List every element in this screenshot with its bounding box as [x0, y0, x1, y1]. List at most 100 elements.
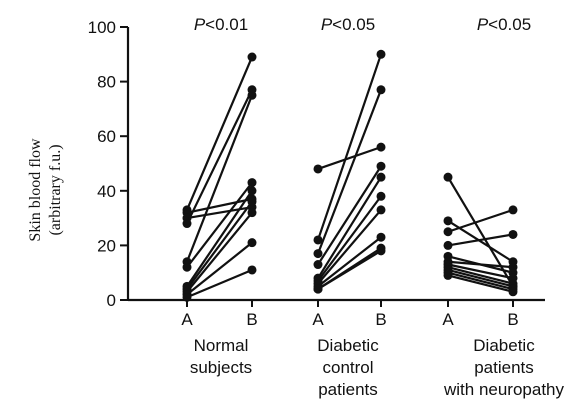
group-label-line: Diabetic: [473, 336, 535, 355]
subject-line: [317, 247, 382, 291]
group-series: [313, 49, 386, 294]
subject-line: [317, 146, 382, 170]
subject-line: [317, 176, 382, 279]
data-point-a: [313, 284, 323, 294]
subject-line: [185, 56, 254, 211]
data-point-b: [247, 208, 257, 218]
data-point-b: [247, 90, 257, 100]
y-tick-label: 100: [88, 18, 116, 37]
subject-line: [447, 268, 514, 288]
data-point-b: [247, 238, 257, 248]
condition-label: B: [246, 310, 257, 329]
data-point-b: [247, 186, 257, 196]
data-point-b: [508, 262, 518, 272]
subject-line: [317, 195, 382, 282]
subject-line: [447, 219, 514, 263]
condition-label: B: [375, 310, 386, 329]
subject-line: [186, 241, 253, 296]
data-point-a: [313, 235, 323, 245]
subject-line: [447, 266, 514, 285]
data-point-b: [376, 172, 386, 182]
data-point-a: [443, 172, 453, 182]
x-axis-labels: A B Normal subjects A B Diabetic control patient…: [181, 310, 564, 399]
data-point-a: [313, 249, 323, 259]
y-axis-ticks: 0 20 40 60 80 100: [88, 18, 128, 310]
y-axis-label-line-1: Skin blood flow: [27, 138, 44, 242]
data-point-b: [376, 243, 386, 253]
data-point-b: [247, 52, 257, 62]
subject-line: [447, 274, 514, 293]
subject-line: [317, 209, 382, 285]
group-label-line: Normal: [194, 336, 249, 355]
p-value-label: P<0.05: [477, 15, 531, 34]
subject-line: [447, 176, 514, 287]
y-tick-label: 60: [97, 127, 116, 146]
subject-line: [316, 53, 383, 241]
y-tick-label: 20: [97, 236, 116, 255]
data-point-b: [376, 232, 386, 242]
data-point-b: [247, 178, 257, 188]
y-tick-label: 0: [107, 291, 116, 310]
group-series: [443, 172, 518, 297]
subject-line: [186, 190, 253, 287]
y-axis-label-line-2: (arbitrary f.u.): [47, 144, 64, 235]
condition-label: A: [312, 310, 324, 329]
condition-label: B: [507, 310, 518, 329]
p-value-label: P<0.05: [321, 15, 375, 34]
p-value-threshold: <0.05: [488, 15, 531, 34]
data-point-b: [376, 49, 386, 59]
subject-line: [186, 206, 253, 220]
data-point-b: [247, 197, 257, 207]
data-point-a: [182, 262, 192, 272]
data-point-a: [443, 240, 453, 250]
data-point-a: [182, 219, 192, 229]
data-point-a: [182, 292, 192, 302]
data-point-a: [443, 227, 453, 237]
data-point-b: [376, 205, 386, 215]
y-axis-label: Skin blood flow (arbitrary f.u.): [27, 138, 64, 242]
p-value-labels: P<0.01 P<0.05 P<0.05: [194, 15, 531, 34]
condition-label: A: [442, 310, 454, 329]
data-point-a: [443, 216, 453, 226]
subject-line: [316, 89, 383, 254]
group-label-line: with neuropathy: [443, 380, 565, 399]
p-value-threshold: <0.01: [205, 15, 248, 34]
data-point-b: [508, 229, 518, 239]
p-value-symbol: P: [194, 15, 206, 34]
data-point-b: [508, 287, 518, 297]
subject-line: [447, 271, 514, 291]
p-value-label: P<0.01: [194, 15, 248, 34]
group-label-line: control: [322, 358, 373, 377]
subject-line: [317, 236, 382, 288]
data-point-b: [376, 191, 386, 201]
y-tick-label: 40: [97, 182, 116, 201]
subject-line: [186, 201, 253, 290]
group-label-line: patients: [318, 380, 378, 399]
data-point-b: [376, 142, 386, 152]
subject-line: [186, 89, 253, 225]
subject-line: [447, 208, 514, 233]
group-label-line: patients: [474, 358, 534, 377]
group-label-line: subjects: [190, 358, 252, 377]
subject-line: [186, 211, 253, 293]
subject-line: [186, 181, 253, 268]
paired-series: [182, 49, 518, 302]
subject-line: [186, 197, 253, 214]
p-value-threshold: <0.05: [332, 15, 375, 34]
group-series: [182, 52, 257, 302]
subject-line: [447, 260, 514, 269]
data-point-a: [443, 270, 453, 280]
group-label-line: Diabetic: [317, 336, 379, 355]
subject-line: [447, 263, 514, 280]
data-point-b: [376, 85, 386, 95]
data-point-a: [313, 164, 323, 174]
condition-label: A: [181, 310, 193, 329]
p-value-symbol: P: [477, 15, 489, 34]
data-point-a: [313, 260, 323, 270]
data-point-b: [508, 205, 518, 215]
data-point-b: [247, 265, 257, 275]
p-value-symbol: P: [321, 15, 333, 34]
data-point-b: [376, 161, 386, 171]
subject-line: [317, 165, 382, 266]
axes: [126, 27, 545, 307]
